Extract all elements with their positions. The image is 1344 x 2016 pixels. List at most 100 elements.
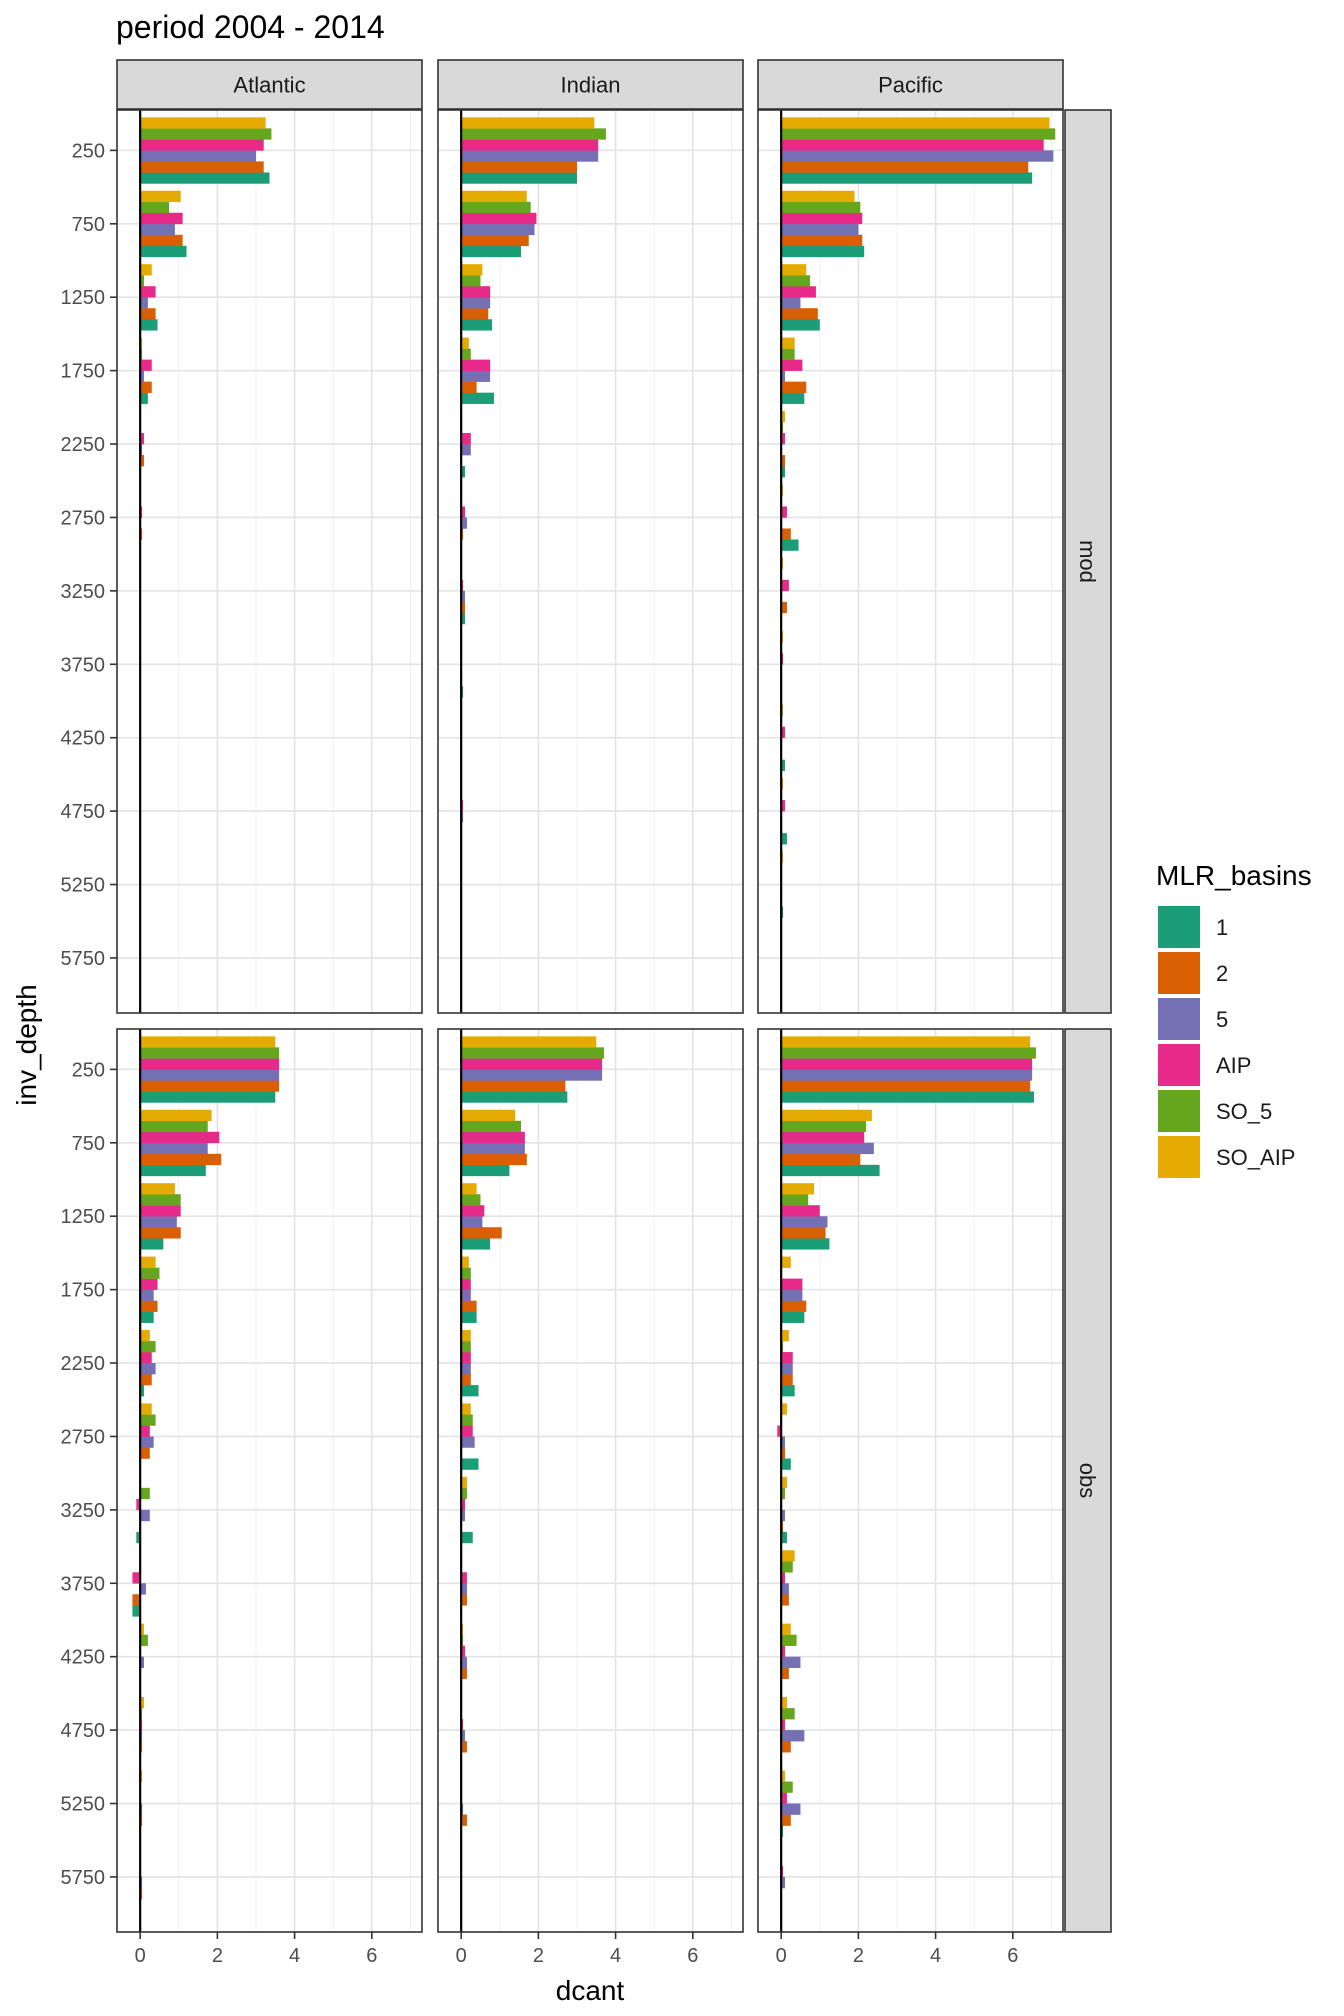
bar: [781, 455, 786, 467]
panel-border: [757, 109, 1064, 1014]
bar: [140, 212, 183, 225]
bar: [781, 1330, 789, 1342]
facet-strip-label: Atlantic: [233, 73, 305, 98]
bar: [781, 1216, 828, 1228]
bar: [461, 1205, 485, 1217]
y-tick-label: 750: [72, 214, 105, 236]
bar: [140, 117, 266, 129]
y-tick-label: 5750: [61, 1867, 106, 1889]
bar: [781, 1667, 789, 1680]
legend-key-label: 5: [1216, 1007, 1228, 1032]
bar: [461, 172, 577, 184]
bar: [781, 1476, 787, 1489]
bar: [461, 1572, 467, 1584]
bar: [140, 139, 264, 151]
bar: [461, 1267, 471, 1279]
bar: [777, 1425, 782, 1437]
y-tick-label: 4750: [61, 801, 106, 823]
bar: [781, 234, 863, 247]
bar: [140, 264, 152, 276]
bar: [461, 161, 577, 173]
bar: [461, 201, 531, 214]
bar: [461, 286, 491, 298]
bar: [140, 1120, 208, 1133]
bar: [461, 612, 466, 625]
bar: [781, 1289, 803, 1301]
bar: [461, 1645, 466, 1657]
bar: [140, 1311, 154, 1323]
bar: [461, 506, 466, 518]
bar: [461, 1509, 466, 1522]
bar: [461, 1458, 479, 1470]
bar: [461, 308, 489, 320]
bar: [781, 539, 799, 551]
legend-key-label: SO_5: [1216, 1099, 1272, 1124]
bar: [781, 1194, 809, 1206]
bar: [781, 1142, 874, 1155]
bar: [140, 234, 183, 247]
bar: [781, 1080, 1031, 1092]
facet-strip-pacific: [757, 59, 1064, 110]
bar: [140, 1623, 145, 1635]
bar: [461, 1363, 471, 1375]
bar: [140, 1183, 175, 1195]
bar: [781, 1300, 807, 1312]
legend-key-swatch: [1158, 1090, 1200, 1132]
bar: [781, 275, 811, 287]
y-tick-label: 4250: [61, 728, 106, 750]
bar: [461, 1741, 467, 1753]
bar: [781, 1069, 1033, 1081]
bar: [140, 1109, 212, 1122]
bar: [781, 245, 865, 258]
bar: [140, 1069, 280, 1081]
bar: [781, 1781, 793, 1793]
y-tick-label: 1750: [61, 361, 106, 383]
x-tick-label: 6: [1007, 1945, 1018, 1967]
bar: [781, 1458, 791, 1470]
bar: [781, 800, 786, 812]
legend-key-swatch: [1158, 952, 1200, 994]
legend-title: MLR_basins: [1156, 860, 1312, 891]
bar: [781, 466, 786, 478]
bar: [140, 1047, 280, 1059]
bar: [781, 1719, 786, 1731]
bar: [461, 1341, 471, 1353]
bar: [781, 1594, 789, 1606]
bar: [781, 1730, 805, 1742]
legend-key-swatch: [1158, 1044, 1200, 1086]
bar: [781, 411, 786, 423]
bar: [461, 381, 477, 393]
bar: [140, 1142, 208, 1155]
panel-border: [757, 1028, 1064, 1933]
bar: [140, 455, 145, 467]
x-tick-label: 6: [366, 1945, 377, 1967]
bar: [140, 1238, 164, 1250]
bar: [461, 139, 599, 151]
bar: [781, 359, 803, 371]
bar: [781, 601, 787, 614]
y-tick-label: 5750: [61, 948, 106, 970]
bar: [461, 433, 471, 445]
bar: [461, 348, 471, 360]
bar: [140, 1414, 156, 1426]
facet-strip-mod: [1064, 109, 1112, 1014]
bar: [461, 590, 466, 603]
x-tick-label: 2: [212, 1945, 223, 1967]
bar: [781, 1164, 880, 1177]
y-tick-label: 2750: [61, 507, 106, 529]
bar: [781, 1814, 791, 1826]
bar: [461, 1278, 471, 1290]
bar: [781, 1792, 787, 1804]
bar: [461, 1080, 566, 1092]
bar: [140, 1363, 156, 1375]
bar: [461, 1164, 510, 1177]
panel-border: [437, 1028, 744, 1933]
bar: [140, 1436, 154, 1448]
legend-key-label: 1: [1216, 915, 1228, 940]
bar: [461, 517, 467, 529]
bar: [781, 1058, 1033, 1070]
bar: [461, 1667, 467, 1680]
bar: [781, 1278, 803, 1290]
y-tick-label: 4750: [61, 1720, 106, 1742]
bar: [461, 1131, 525, 1144]
